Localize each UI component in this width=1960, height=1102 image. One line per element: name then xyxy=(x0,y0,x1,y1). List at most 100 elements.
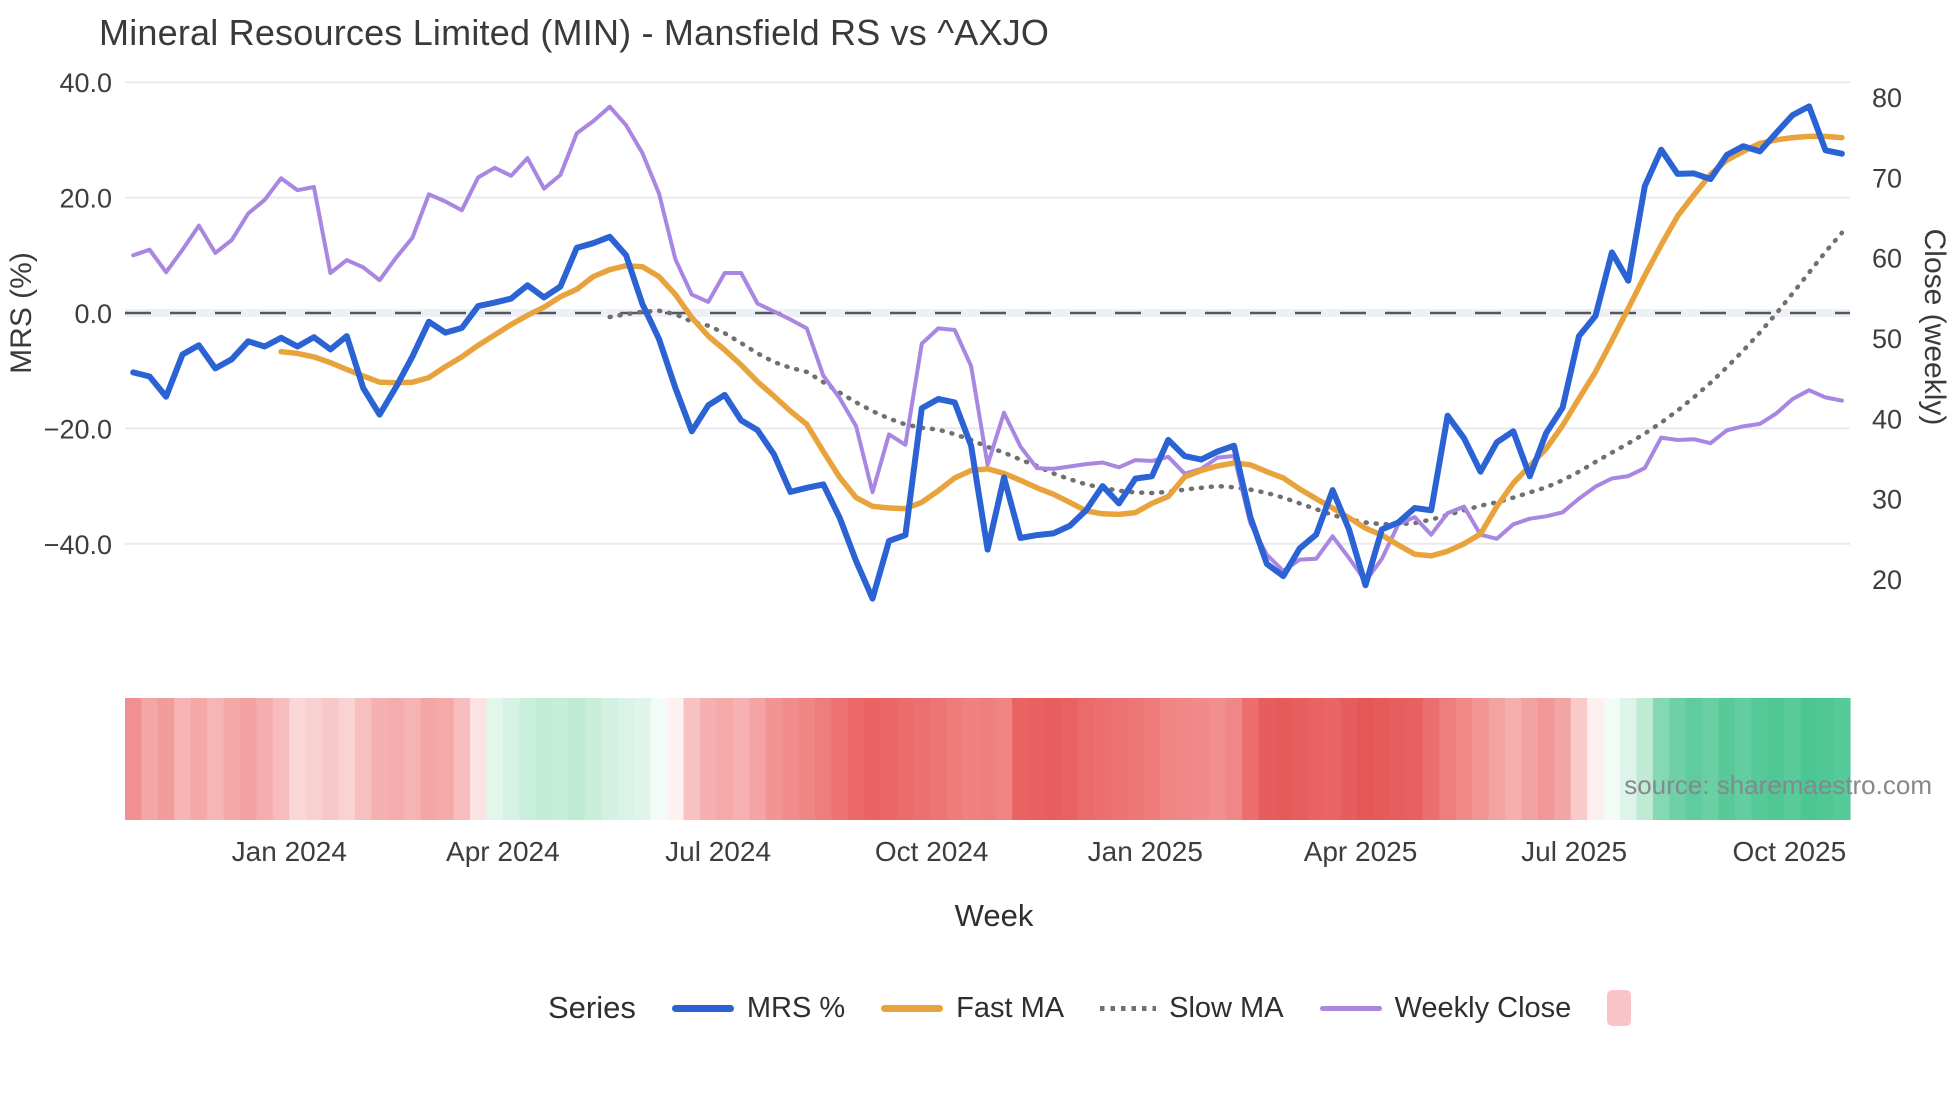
heatmap-cell xyxy=(1390,698,1408,820)
heatmap-cell xyxy=(157,698,175,820)
heatmap-cell xyxy=(1094,698,1112,820)
heatmap-cell xyxy=(322,698,340,820)
yleft-tick-label: 0.0 xyxy=(74,299,112,329)
heatmap-cell xyxy=(700,698,718,820)
heatmap-cell xyxy=(683,698,701,820)
heatmap-cell xyxy=(1160,698,1178,820)
heatmap-cell xyxy=(1833,698,1851,820)
heatmap-cell xyxy=(650,698,668,820)
heatmap-cell xyxy=(305,698,323,820)
heatmap-cell xyxy=(1784,698,1802,820)
heatmap-cell xyxy=(1570,698,1588,820)
heatmap-cell xyxy=(930,698,948,820)
x-axis-title: Week xyxy=(954,898,1034,933)
heatmap-cell xyxy=(1110,698,1128,820)
heatmap-cell xyxy=(847,698,865,820)
heatmap-cell xyxy=(437,698,455,820)
legend-item-fast-ma: Fast MA xyxy=(881,992,1064,1025)
heatmap-cell xyxy=(1028,698,1046,820)
legend-item-weekly-close: Weekly Close xyxy=(1319,991,1572,1025)
heatmap-cell xyxy=(979,698,997,820)
heatmap-cell xyxy=(897,698,915,820)
heatmap-cell xyxy=(552,698,570,820)
heatmap-cell xyxy=(1127,698,1145,820)
heatmap-cell xyxy=(749,698,767,820)
heatmap-cell xyxy=(404,698,422,820)
heatmap-cell xyxy=(1537,698,1555,820)
heatmap-cell xyxy=(1307,698,1325,820)
heatmap-cell xyxy=(535,698,553,820)
heatmap-cell xyxy=(1209,698,1227,820)
yright-tick-label: 50 xyxy=(1872,324,1902,354)
heatmap-cell xyxy=(256,698,274,820)
legend-label-weekly-close: Weekly Close xyxy=(1394,991,1572,1024)
x-tick-label: Apr 2025 xyxy=(1304,836,1418,867)
heatmap-cell xyxy=(995,698,1013,820)
legend-item-heatband xyxy=(1607,990,1632,1026)
heatmap-cell xyxy=(223,698,241,820)
right-axis-title: Close (weekly) xyxy=(1918,228,1951,426)
heatmap-cell xyxy=(568,698,586,820)
heatmap-cell xyxy=(1636,698,1654,820)
heatmap-cell xyxy=(141,698,159,820)
heatmap-cell xyxy=(815,698,833,820)
heatmap-cell xyxy=(1554,698,1572,820)
heatmap-cell xyxy=(1077,698,1095,820)
heatmap-cell xyxy=(1652,698,1670,820)
heatmap-cell xyxy=(1357,698,1375,820)
series-slow-ma xyxy=(607,230,1845,527)
heatmap-cell xyxy=(1225,698,1243,820)
heatmap-cell xyxy=(453,698,471,820)
heatmap-cell xyxy=(1340,698,1358,820)
series-fast-ma xyxy=(278,133,1845,559)
heatmap-cell xyxy=(190,698,208,820)
chart-title: Mineral Resources Limited (MIN) - Mansfi… xyxy=(99,12,1050,53)
yleft-tick-label: 20.0 xyxy=(59,184,112,214)
heatmap-cell xyxy=(585,698,603,820)
yright-tick-label: 30 xyxy=(1872,485,1902,515)
heatmap-cell xyxy=(732,698,750,820)
heatmap-cell xyxy=(519,698,537,820)
x-tick-label: Apr 2024 xyxy=(446,836,560,867)
x-tick-label: Jul 2025 xyxy=(1521,836,1627,867)
heatmap-cell xyxy=(1505,698,1523,820)
heatmap-cell xyxy=(1800,698,1818,820)
heatmap-cell xyxy=(1767,698,1785,820)
heatmap-cell xyxy=(1587,698,1605,820)
heatmap-cell xyxy=(617,698,635,820)
heatmap-cell xyxy=(420,698,438,820)
yright-tick-label: 80 xyxy=(1872,83,1902,113)
heatmap-cell xyxy=(272,698,290,820)
heatmap-cell xyxy=(1603,698,1621,820)
heatmap-cell xyxy=(1192,698,1210,820)
heatmap-cell xyxy=(1143,698,1161,820)
legend-label-fast-ma: Fast MA xyxy=(956,991,1065,1024)
heatmap-cell xyxy=(387,698,405,820)
heatmap-cell xyxy=(1324,698,1342,820)
heatmap-cell xyxy=(1061,698,1079,820)
heatmap-cell xyxy=(1521,698,1539,820)
heatmap-cell xyxy=(716,698,734,820)
heatmap-cell xyxy=(1291,698,1309,820)
heatmap-cell xyxy=(1620,698,1638,820)
yright-tick-label: 20 xyxy=(1872,565,1902,595)
yright-tick-label: 60 xyxy=(1872,244,1902,274)
heatmap-cell xyxy=(1176,698,1194,820)
yleft-tick-label: −40.0 xyxy=(44,530,112,560)
weekly-close-line-swatch xyxy=(1319,1005,1382,1011)
heatmap-cell xyxy=(240,698,258,820)
heatmap-cell xyxy=(1439,698,1457,820)
heatmap-cell xyxy=(864,698,882,820)
heatmap-cell xyxy=(207,698,225,820)
heatmap-cell xyxy=(1258,698,1276,820)
heatmap-cell xyxy=(125,698,143,820)
heatmap-cell xyxy=(601,698,619,820)
heatmap-cell xyxy=(1685,698,1703,820)
heatmap-cell xyxy=(913,698,931,820)
heatmap-cell xyxy=(1455,698,1473,820)
fast-ma-line-swatch xyxy=(881,1004,944,1012)
heatmap-cell xyxy=(1817,698,1835,820)
heatmap-cell xyxy=(1242,698,1260,820)
